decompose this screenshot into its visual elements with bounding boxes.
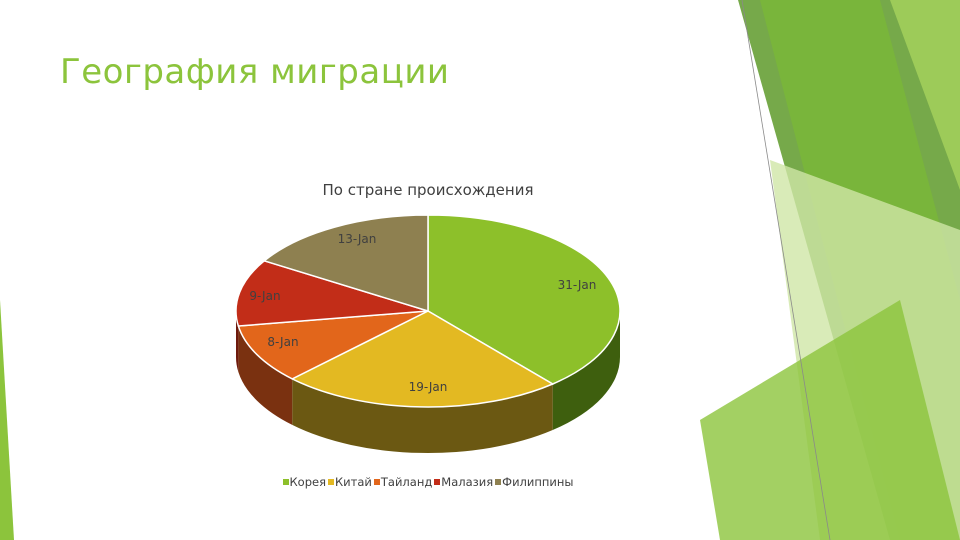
legend-item: Филиппины: [495, 475, 573, 489]
data-label: 8-Jan: [267, 335, 298, 349]
legend-label: Малазия: [441, 475, 493, 489]
legend-item: Тайланд: [374, 475, 432, 489]
legend-swatch: [374, 479, 380, 485]
legend-item: Китай: [328, 475, 372, 489]
legend-label: Корея: [290, 475, 327, 489]
legend-swatch: [495, 479, 501, 485]
legend-item: Корея: [283, 475, 327, 489]
legend-swatch: [434, 479, 440, 485]
chart-legend: Корея Китай Тайланд Малазия Филиппины: [0, 475, 856, 489]
data-label: 19-Jan: [409, 380, 448, 394]
legend-label: Филиппины: [502, 475, 573, 489]
legend-item: Малазия: [434, 475, 493, 489]
legend-swatch: [328, 479, 334, 485]
data-label: 13-Jan: [338, 232, 377, 246]
legend-label: Китай: [335, 475, 372, 489]
legend-swatch: [283, 479, 289, 485]
data-label: 9-Jan: [249, 289, 280, 303]
data-label: 31-Jan: [558, 278, 597, 292]
legend-label: Тайланд: [381, 475, 432, 489]
